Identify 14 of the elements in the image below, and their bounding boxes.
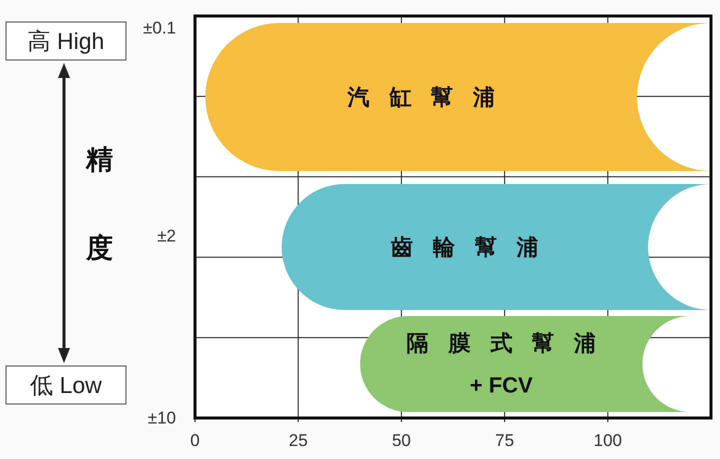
text: ±2 — [157, 226, 176, 246]
x-tick-label: 50 — [392, 431, 411, 450]
x-tick-label: 100 — [594, 431, 622, 450]
y-axis-title: 精度 — [85, 124, 115, 296]
y-tick-label: 汽缸幫浦 — [346, 84, 515, 110]
y-tick-label: 齒輪幫浦 — [390, 234, 558, 260]
text: 高 High — [28, 28, 104, 54]
x-tick-label: 75 — [495, 431, 514, 450]
y-tick-label: 隔膜式幫浦 + FCV — [406, 330, 616, 398]
text: ±10 — [148, 408, 176, 428]
text: 低 Low — [30, 372, 102, 398]
text: ±0.1 — [143, 18, 176, 38]
x-tick-label: 0 — [190, 431, 200, 450]
x-tick-label: 25 — [288, 431, 308, 450]
